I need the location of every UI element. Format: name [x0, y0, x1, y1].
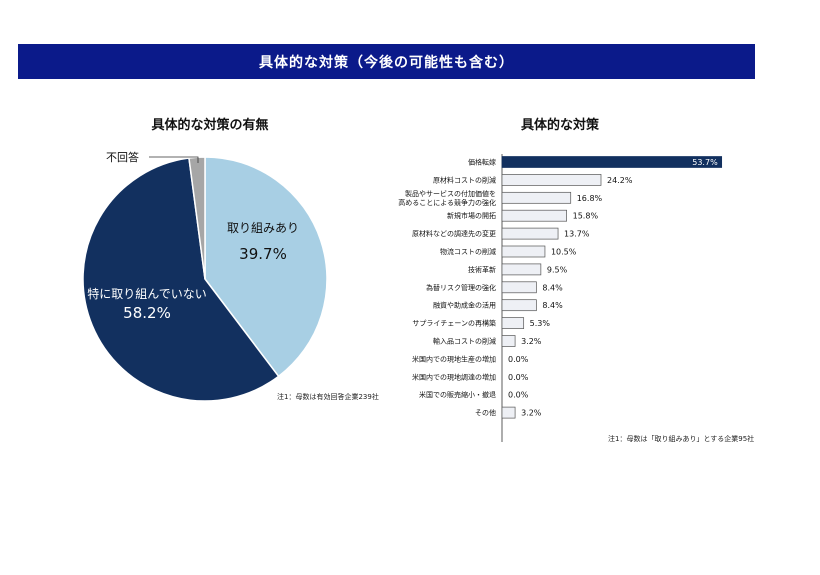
bar-value-13: 0.0% — [508, 391, 529, 400]
pie-chart-note: 注1：母数は有効回答企業239社 — [277, 393, 379, 401]
bar-6 — [501, 263, 542, 276]
bar-category-5: 物流コストの削減 — [440, 247, 496, 256]
bar-category-9: サプライチェーンの再構築 — [412, 319, 496, 328]
bar-value-2: 16.8% — [577, 194, 603, 203]
pie-value-0: 39.7% — [239, 245, 287, 263]
bar-9 — [501, 317, 525, 329]
bar-value-9: 5.3% — [530, 319, 551, 328]
bar-5 — [501, 245, 546, 258]
pie-label-0: 取り組みあり — [227, 221, 299, 235]
bar-value-4: 13.7% — [564, 230, 590, 239]
bar-8 — [501, 299, 537, 312]
bar-value-6: 9.5% — [547, 265, 568, 274]
pie-label-1: 特に取り組んでいない — [87, 286, 206, 301]
bar-4 — [501, 227, 559, 240]
bar-2 — [501, 191, 572, 204]
bar-value-0: 53.7% — [692, 158, 718, 167]
bar-0 — [501, 156, 723, 168]
bar-value-14: 3.2% — [521, 409, 542, 418]
bar-value-7: 8.4% — [542, 283, 563, 292]
bar-category-0: 価格転嫁 — [468, 158, 496, 167]
bar-1 — [501, 174, 602, 186]
bar-3 — [501, 209, 567, 222]
pie-slice-0 — [204, 156, 328, 378]
bar-category-3: 新規市場の開拓 — [447, 211, 496, 220]
bar-category-2-line2: 高めることによる競争力の強化 — [398, 198, 496, 207]
pie-slice-1 — [82, 157, 280, 402]
bar-category-8: 融資や助成金の活用 — [433, 301, 496, 310]
bar-chart-title: 具体的な対策 — [520, 118, 599, 133]
bar-chart-note: 注1：母数は「取り組みあり」とする企業95社 — [608, 435, 755, 443]
bar-value-10: 3.2% — [521, 337, 542, 346]
pie-value-1: 58.2% — [123, 304, 171, 322]
bar-category-6: 技術革新 — [468, 265, 496, 274]
bar-value-12: 0.0% — [508, 373, 529, 382]
bar-value-8: 8.4% — [542, 301, 563, 310]
pie-leader-line — [149, 156, 199, 163]
bar-value-11: 0.0% — [508, 355, 529, 364]
bar-category-13: 米国での販売縮小・撤退 — [419, 390, 496, 399]
bar-category-14: その他 — [475, 408, 496, 417]
bar-value-5: 10.5% — [551, 248, 577, 257]
bar-7 — [501, 281, 537, 294]
pie-label-2: 不回答 — [106, 150, 139, 164]
bar-category-2-line1: 製品やサービスの付加価値を — [405, 189, 496, 198]
bar-category-12: 米国内での現地調達の増加 — [412, 372, 496, 381]
bar-category-11: 米国内での現地生産の増加 — [412, 354, 496, 363]
bar-value-1: 24.2% — [607, 176, 633, 185]
page-banner: 具体的な対策（今後の可能性も含む） — [18, 44, 755, 79]
bar-category-10: 輸入品コストの削減 — [433, 337, 496, 346]
banner-title: 具体的な対策（今後の可能性も含む） — [259, 54, 514, 71]
bar-category-7: 為替リスク管理の強化 — [426, 283, 496, 292]
bar-14 — [501, 406, 516, 419]
bar-value-3: 15.8% — [573, 212, 599, 221]
bar-category-1: 原材料コストの削減 — [433, 175, 496, 184]
bar-10 — [501, 335, 516, 347]
bar-category-4: 原材料などの調達先の変更 — [412, 229, 496, 238]
pie-chart-title: 具体的な対策の有無 — [151, 118, 269, 133]
